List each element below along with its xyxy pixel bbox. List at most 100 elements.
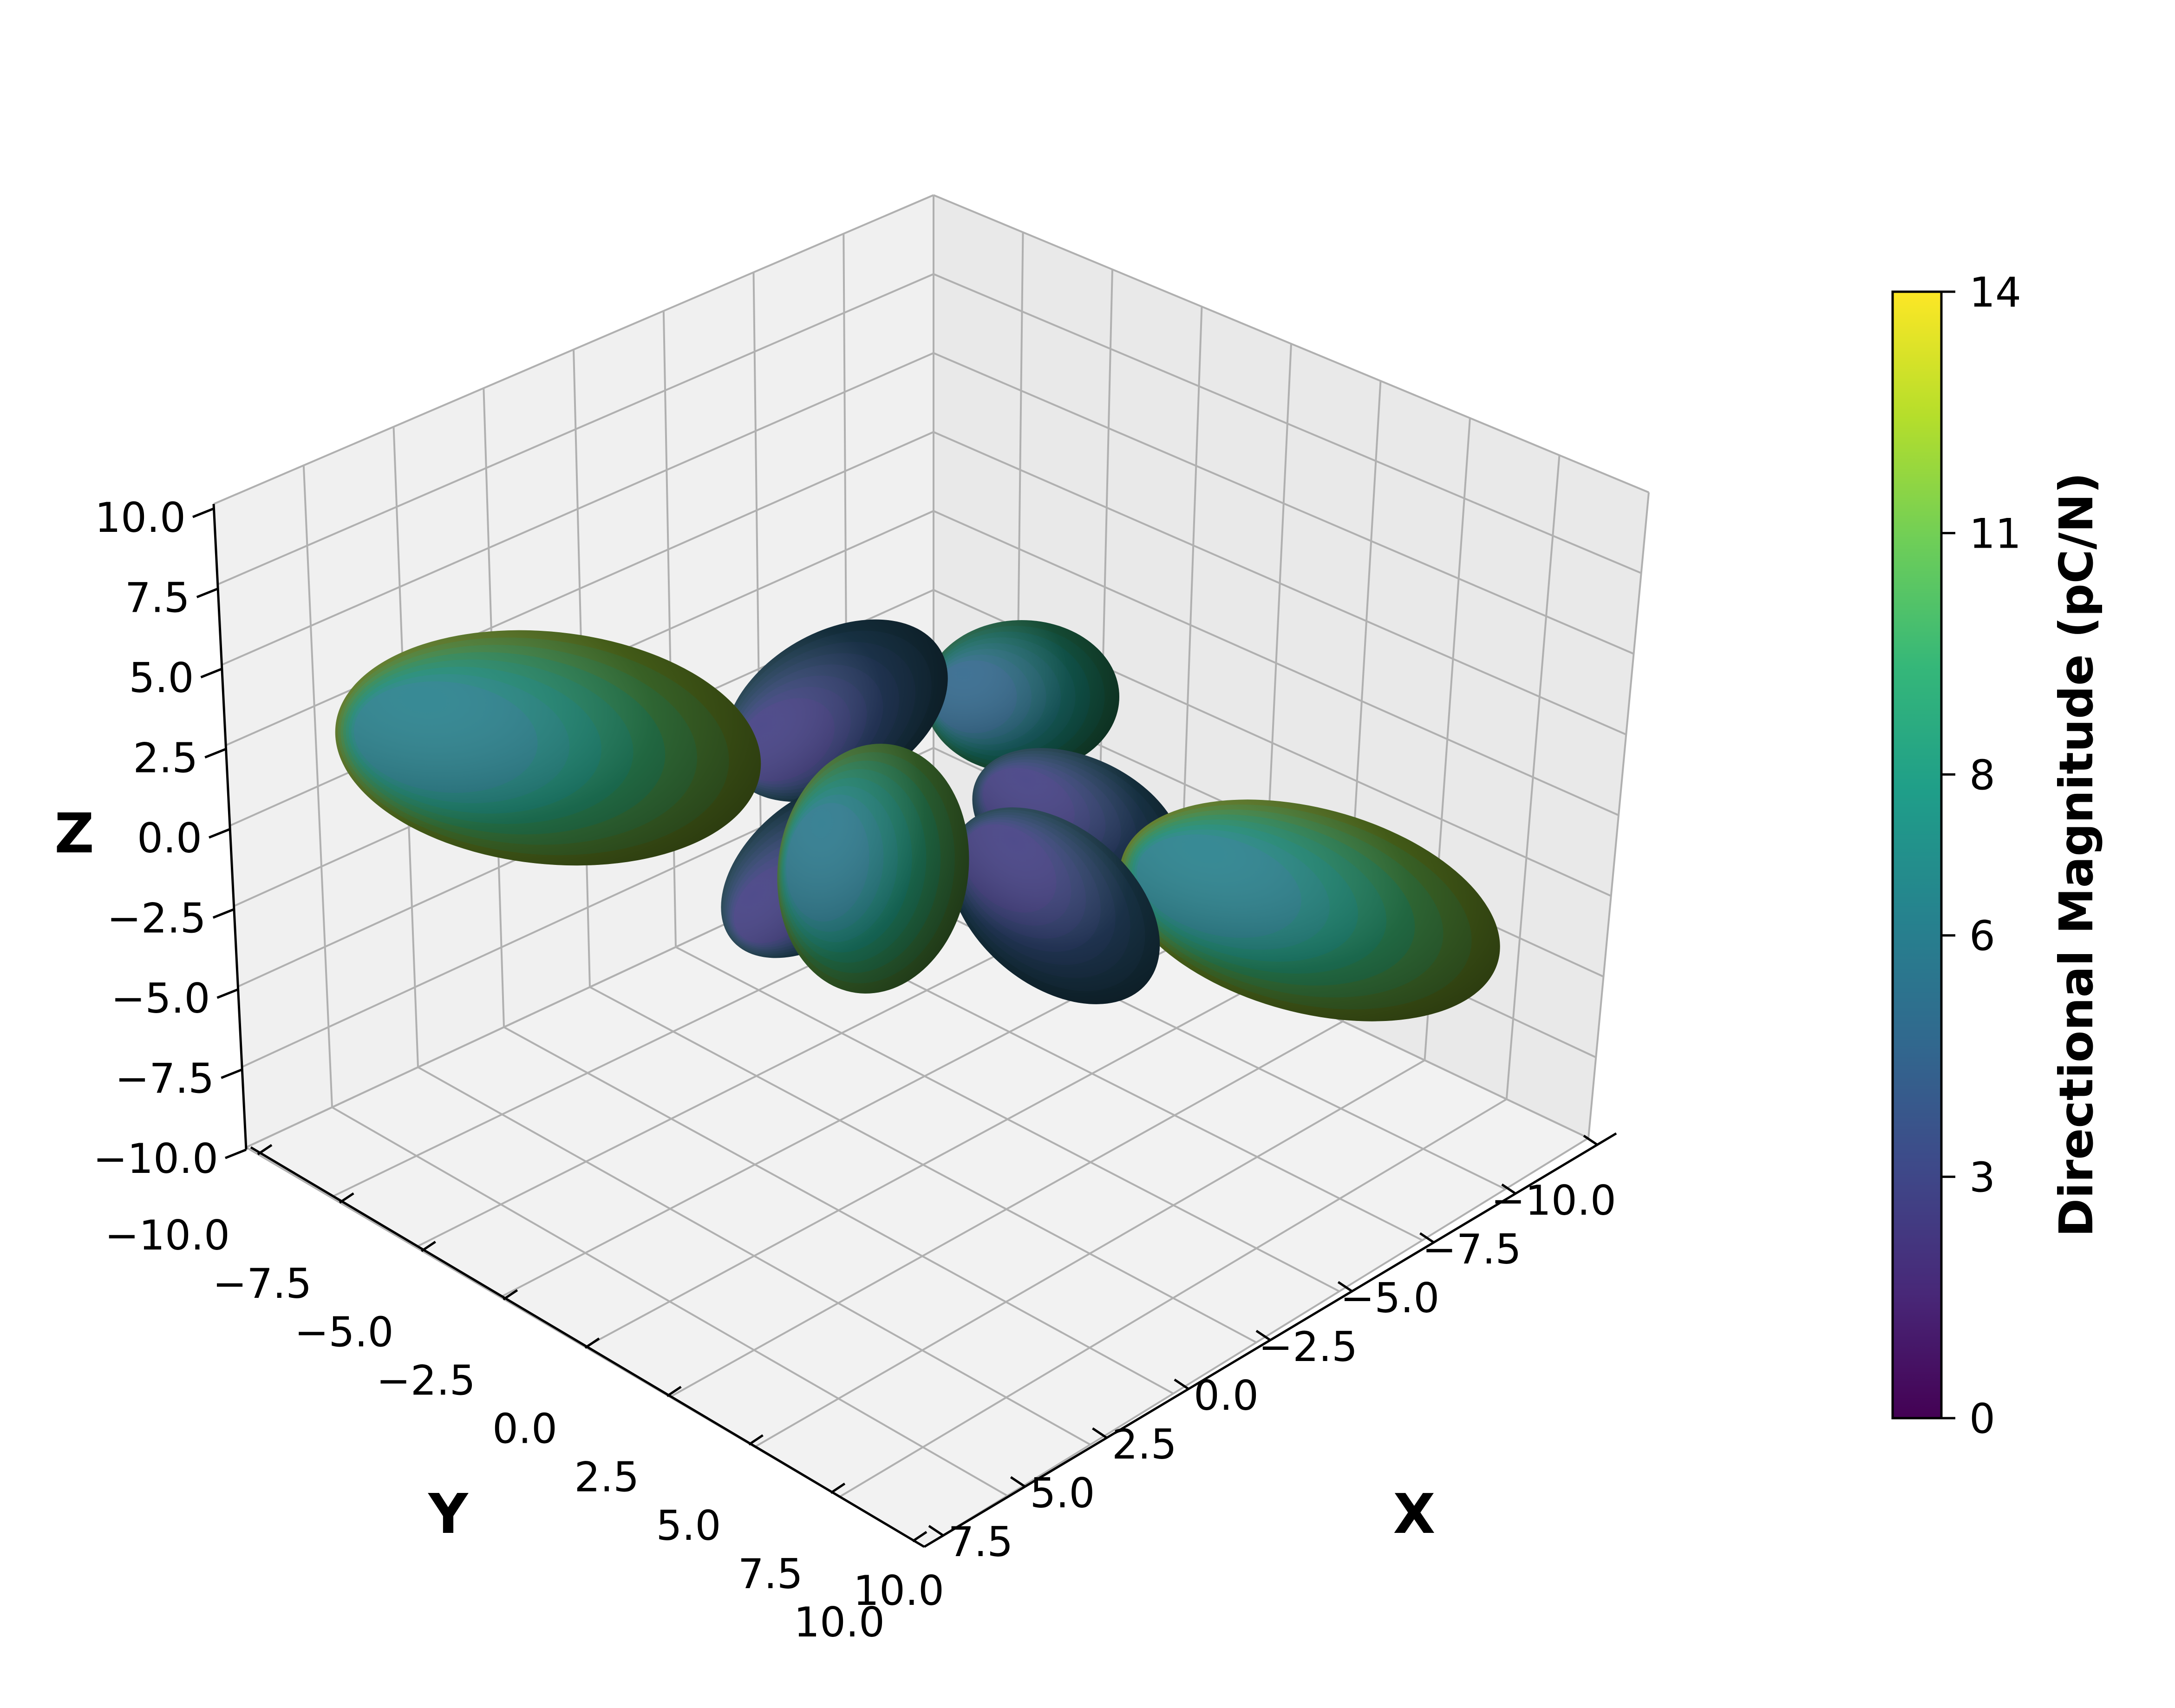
surface-lobe [777, 744, 969, 994]
x-tick [1337, 1281, 1353, 1293]
gridline-floor-y [839, 1098, 1507, 1498]
colorbar-ticks: 0 3 6 8 11 14 [1941, 268, 2021, 1443]
y-tick-label: −10.0 [105, 1211, 230, 1259]
colorbar-tick-label: 8 [1969, 751, 1995, 799]
y-tick [748, 1434, 764, 1446]
x-tick [1174, 1378, 1189, 1390]
x-tick [1092, 1427, 1107, 1439]
z-tick [192, 507, 214, 518]
colorbar-label: Directional Magnitude (pC/N) [2049, 472, 2103, 1237]
y-tick [339, 1192, 354, 1204]
gridline-right-z [933, 352, 1634, 655]
z-tick [209, 828, 230, 839]
y-tick-label: −2.5 [376, 1356, 476, 1404]
gridline-right-z [933, 194, 1649, 493]
tick-labels: −10.0−7.5−5.0−2.50.02.55.07.510.0−10.0−7… [93, 494, 1616, 1646]
z-axis-line [212, 504, 248, 1150]
z-tick [196, 588, 218, 598]
surface-shading [924, 620, 1119, 773]
z-tick-label: 5.0 [129, 654, 194, 702]
y-tick [421, 1241, 436, 1252]
colorbar-fill [1893, 292, 1941, 1418]
x-tick-label: −10.0 [1491, 1177, 1616, 1224]
y-axis-label: Y [427, 1482, 469, 1546]
x-tick-label: 2.5 [1112, 1420, 1177, 1468]
colorbar: 0 3 6 8 11 14 Directional Magnitude (pC/N) [1891, 268, 2103, 1443]
x-tick-label: −5.0 [1340, 1274, 1440, 1322]
z-tick-label: −10.0 [93, 1135, 218, 1183]
colorbar-tick-label: 3 [1969, 1153, 1995, 1201]
z-tick [200, 667, 222, 679]
surface-lobe [335, 630, 761, 866]
pane-floor [246, 827, 1588, 1547]
gridline-right-y [1587, 492, 1650, 1139]
z-tick [212, 908, 235, 919]
z-tick-label: −2.5 [107, 895, 206, 942]
y-tick-label: −7.5 [213, 1260, 312, 1308]
x-tick [928, 1525, 944, 1537]
x-tick-label: 0.0 [1194, 1372, 1259, 1420]
z-tick-label: 2.5 [133, 734, 198, 782]
ticks [192, 507, 1599, 1543]
x-tick [1501, 1183, 1517, 1195]
y-tick-label: 0.0 [492, 1405, 557, 1453]
gridline-floor-x [418, 1066, 1091, 1446]
colorbar-tick-label: 14 [1969, 268, 2021, 316]
surface-lobe [948, 807, 1160, 1004]
gridline-right-z [933, 273, 1642, 574]
x-tick-label: 5.0 [1030, 1469, 1095, 1517]
gridline-left-z [225, 431, 934, 746]
gridline-floor-x [332, 1106, 1008, 1497]
surface-lobe [1119, 799, 1500, 1021]
surface-shading [777, 744, 969, 994]
gridline-right-z [933, 510, 1619, 816]
colorbar-tick-label: 11 [1969, 510, 2021, 558]
colorbar-frame [1891, 290, 1943, 1420]
gridline-floor-x [503, 1026, 1174, 1394]
x-tick-label: −7.5 [1422, 1225, 1522, 1273]
z-tick-label: 0.0 [137, 814, 202, 862]
z-tick-label: −7.5 [115, 1055, 215, 1103]
surface-shading [1119, 799, 1500, 1021]
gridline-floor-y [754, 1059, 1425, 1448]
y-tick-label: 2.5 [574, 1453, 639, 1501]
gridline-right-z [933, 431, 1627, 736]
x-tick [1255, 1329, 1271, 1342]
gridline-left-z [213, 194, 934, 505]
surface-lobes [335, 619, 1500, 1021]
z-tick [204, 748, 227, 759]
y-tick-label: 5.0 [656, 1502, 721, 1550]
x-tick-label: 7.5 [948, 1518, 1013, 1566]
x-tick [1419, 1232, 1435, 1244]
y-tick [584, 1337, 600, 1349]
z-tick-label: 10.0 [95, 494, 186, 542]
z-tick [225, 1148, 247, 1159]
y-tick-label: 10.0 [794, 1598, 885, 1646]
gridline-floor-y [923, 1137, 1589, 1548]
x-tick-label: −2.5 [1258, 1323, 1358, 1371]
y-tick [912, 1531, 927, 1543]
z-tick-label: −5.0 [111, 975, 210, 1022]
z-tick [216, 988, 239, 999]
surface-shading [948, 807, 1160, 1004]
x-axis-label: X [1393, 1482, 1436, 1546]
y-tick-label: −5.0 [294, 1308, 394, 1356]
y-tick [830, 1482, 846, 1494]
plot-3d-axes: −10.0−7.5−5.0−2.50.02.55.07.510.0−10.0−7… [54, 194, 1650, 1646]
gridline-floor-y [669, 1021, 1344, 1398]
y-tick-label: 7.5 [738, 1550, 803, 1598]
z-tick-label: 7.5 [125, 574, 190, 622]
y-tick [666, 1386, 682, 1397]
surface-shading [335, 630, 761, 866]
y-tick [503, 1289, 518, 1301]
z-axis-label: Z [54, 801, 94, 865]
x-tick [1583, 1134, 1599, 1146]
gridline-right-y [1505, 455, 1561, 1099]
x-tick [1010, 1476, 1025, 1488]
z-tick [221, 1068, 243, 1079]
y-tick [257, 1144, 273, 1156]
colorbar-tick-label: 6 [1969, 912, 1995, 960]
gridline-left-z [221, 352, 934, 666]
surface-lobe [924, 620, 1119, 773]
